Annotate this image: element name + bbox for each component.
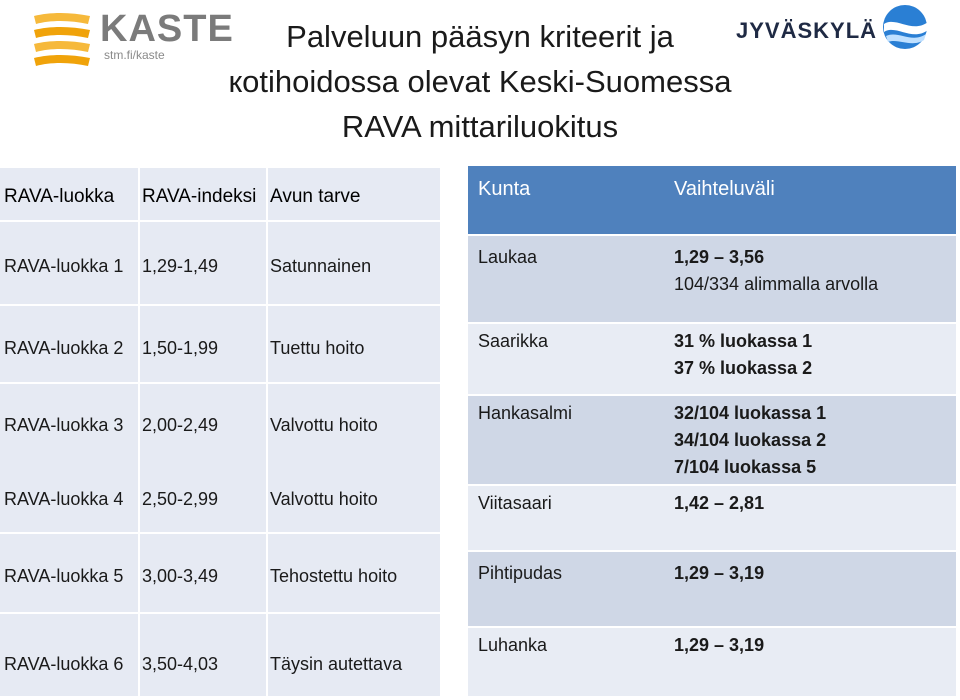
cell-luokka: RAVA-luokka 3 bbox=[4, 415, 124, 435]
cell-range: 1,29 – 3,56 bbox=[674, 247, 765, 267]
cell-luokka: RAVA-luokka 5 bbox=[4, 566, 124, 586]
table-row: Hankasalmi 32/104 luokassa 1 34/104 luok… bbox=[468, 396, 956, 484]
table-row: RAVA-luokka 2 1,50-1,99 Tuettu hoito bbox=[0, 304, 440, 384]
column-divider bbox=[266, 166, 268, 696]
column-divider bbox=[138, 166, 140, 696]
cell-avun-tarve: Tehostettu hoito bbox=[270, 566, 398, 586]
cell-range: 31 % luokassa 1 bbox=[674, 331, 813, 351]
cell-indeksi: 2,50-2,99 bbox=[142, 489, 219, 509]
cell-indeksi: 2,00-2,49 bbox=[142, 415, 219, 435]
cell-range-note: 104/334 alimmalla arvolla bbox=[674, 274, 879, 294]
jyvaskyla-logo: JYVÄSKYLÄ bbox=[736, 4, 936, 54]
municipality-range-table: Kunta Vaihteluväli Laukaa 1,29 – 3,56 10… bbox=[468, 166, 956, 696]
table-row: RAVA-luokka 6 3,50-4,03 Täysin autettava bbox=[0, 612, 440, 698]
cell-indeksi: 3,00-3,49 bbox=[142, 566, 219, 586]
header-vaihteluvali: Vaihteluväli bbox=[674, 178, 775, 200]
cell-luokka: RAVA-luokka 4 bbox=[4, 489, 124, 509]
cell-luokka: RAVA-luokka 1 bbox=[4, 256, 124, 276]
cell-kunta: Pihtipudas bbox=[478, 563, 563, 583]
table-row: Viitasaari 1,42 – 2,81 bbox=[468, 486, 956, 550]
title-line-2: кotihoidossa olevat Keski-Suomessa bbox=[228, 64, 732, 99]
cell-range: 7/104 luokassa 5 bbox=[674, 457, 817, 477]
cell-avun-tarve: Valvottu hoito bbox=[270, 489, 378, 509]
title-line-3: RAVA mittariluokitus bbox=[341, 109, 619, 144]
cell-range: 34/104 luokassa 2 bbox=[674, 430, 827, 450]
cell-luokka: RAVA-luokka 6 bbox=[4, 654, 124, 674]
cell-kunta: Hankasalmi bbox=[478, 403, 573, 423]
table-header-row: RAVA-luokka RAVA-indeksi Avun tarve bbox=[0, 166, 440, 222]
header-kunta: Kunta bbox=[478, 178, 531, 200]
cell-kunta: Viitasaari bbox=[478, 493, 552, 513]
kaste-logo-text: KASTE bbox=[100, 8, 234, 50]
kaste-logo: KASTE stm.fi/kaste bbox=[30, 10, 233, 68]
cell-indeksi: 1,29-1,49 bbox=[142, 256, 219, 276]
table-row: Pihtipudas 1,29 – 3,19 bbox=[468, 552, 956, 626]
cell-indeksi: 1,50-1,99 bbox=[142, 338, 219, 358]
table-row: Luhanka 1,29 – 3,19 bbox=[468, 628, 956, 696]
cell-avun-tarve: Satunnainen bbox=[270, 256, 372, 276]
header-rava-luokka: RAVA-luokka bbox=[4, 186, 115, 207]
cell-indeksi: 3,50-4,03 bbox=[142, 654, 219, 674]
cell-range: 1,29 – 3,19 bbox=[674, 635, 765, 655]
header-avun-tarve: Avun tarve bbox=[270, 186, 361, 207]
cell-range: 37 % luokassa 2 bbox=[674, 358, 813, 378]
table-row: RAVA-luokka 5 3,00-3,49 Tehostettu hoito bbox=[0, 532, 440, 614]
jyvaskyla-logo-text: JYVÄSKYLÄ bbox=[736, 18, 878, 43]
kaste-wave-icon bbox=[34, 13, 90, 66]
table-header-row: Kunta Vaihteluväli bbox=[468, 166, 956, 234]
title-line-1: Palveluun pääsyn kriteerit ja bbox=[286, 19, 674, 54]
table-row: RAVA-luokka 1 1,29-1,49 Satunnainen bbox=[0, 220, 440, 306]
page-title: Palveluun pääsyn kriteerit ja кotihoidos… bbox=[180, 14, 780, 149]
cell-kunta: Saarikka bbox=[478, 331, 549, 351]
cell-avun-tarve: Tuettu hoito bbox=[270, 338, 365, 358]
cell-avun-tarve: Täysin autettava bbox=[270, 654, 403, 674]
cell-luokka: RAVA-luokka 2 bbox=[4, 338, 124, 358]
header-rava-indeksi: RAVA-indeksi bbox=[142, 186, 257, 207]
cell-range: 1,42 – 2,81 bbox=[674, 493, 765, 513]
table-row: Laukaa 1,29 – 3,56 104/334 alimmalla arv… bbox=[468, 236, 956, 322]
table-row: Saarikka 31 % luokassa 1 37 % luokassa 2 bbox=[468, 324, 956, 394]
cell-avun-tarve: Valvottu hoito bbox=[270, 415, 378, 435]
jyvaskyla-wave-icon bbox=[883, 5, 928, 49]
cell-kunta: Luhanka bbox=[478, 635, 548, 655]
cell-kunta: Laukaa bbox=[478, 247, 538, 267]
cell-range: 1,29 – 3,19 bbox=[674, 563, 765, 583]
table-row-merged: RAVA-luokka 3 2,00-2,49 Valvottu hoito R… bbox=[0, 382, 440, 534]
cell-range: 32/104 luokassa 1 bbox=[674, 403, 827, 423]
kaste-logo-url: stm.fi/kaste bbox=[104, 48, 165, 62]
rava-class-table: RAVA-luokka RAVA-indeksi Avun tarve RAVA… bbox=[0, 166, 440, 696]
